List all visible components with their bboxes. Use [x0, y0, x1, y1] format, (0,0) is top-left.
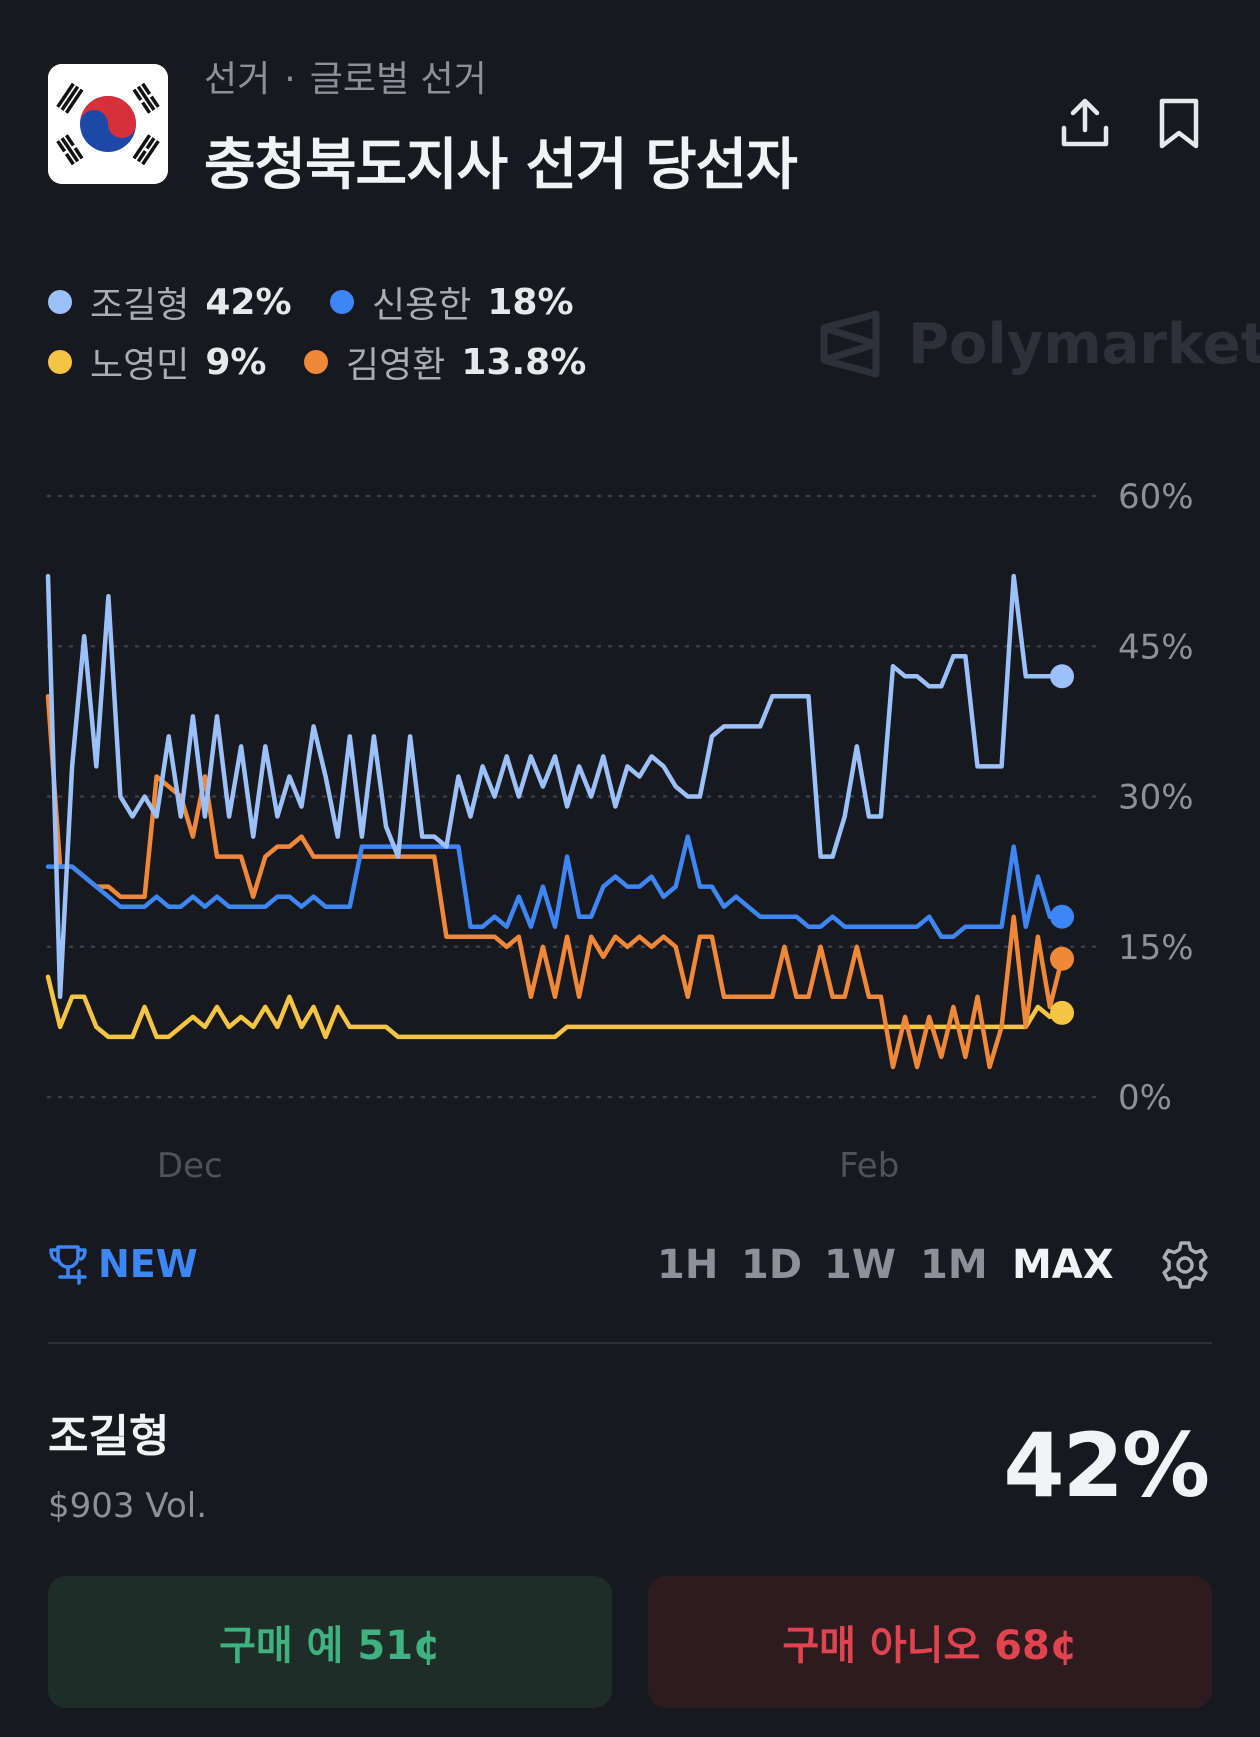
chart-settings-button[interactable]	[1160, 1240, 1210, 1290]
polymarket-logo-icon	[820, 310, 880, 378]
bookmark-button[interactable]	[1154, 96, 1204, 152]
korea-flag-icon	[48, 64, 168, 184]
legend-name: 노영민	[90, 345, 190, 386]
legend-value: 18%	[487, 281, 574, 323]
timeframe-max[interactable]: MAX	[1012, 1242, 1114, 1288]
buy-yes-button[interactable]: 구매 예 51¢	[48, 1576, 612, 1708]
trophy-icon	[49, 1245, 87, 1285]
page-title: 충청북도지사 선거 당선자	[204, 133, 798, 198]
x-axis: Dec Feb	[157, 1146, 899, 1186]
legend-item: 신용한 18%	[330, 276, 574, 328]
chart-end-markers	[1050, 664, 1074, 1025]
y-tick-label: 60%	[1118, 477, 1194, 517]
breadcrumb: 선거 · 글로벌 선거	[204, 50, 487, 102]
share-button[interactable]	[1058, 96, 1112, 152]
y-axis: 60% 45% 30% 15% 0%	[1118, 477, 1194, 1118]
legend-name: 신용한	[372, 285, 472, 326]
y-tick-label: 30%	[1118, 778, 1194, 818]
price-chart[interactable]: 60% 45% 30% 15% 0% Dec Feb	[0, 440, 1260, 1200]
legend-name: 김영환	[346, 345, 446, 386]
timeframe-1w[interactable]: 1W	[824, 1242, 896, 1288]
legend-item: 김영환 13.8%	[304, 336, 586, 388]
legend-dot	[330, 290, 354, 314]
breadcrumb-item[interactable]: 선거	[204, 59, 271, 100]
legend-name: 조길형	[90, 285, 190, 326]
legend-value: 9%	[205, 341, 267, 383]
legend-dot	[48, 350, 72, 374]
series-end-marker	[1050, 664, 1074, 689]
breadcrumb-item[interactable]: 글로벌 선거	[309, 59, 487, 100]
gear-icon	[1162, 1241, 1208, 1289]
x-tick-label: Dec	[157, 1146, 223, 1186]
x-tick-label: Feb	[839, 1146, 899, 1186]
divider	[48, 1342, 1212, 1344]
timeframe-1d[interactable]: 1D	[741, 1242, 803, 1288]
series-end-marker	[1050, 1000, 1074, 1025]
new-badge[interactable]: NEW	[48, 1242, 198, 1286]
chart-series	[45, 573, 1065, 1070]
y-tick-label: 0%	[1118, 1078, 1172, 1118]
legend-item: 조길형 42%	[48, 276, 292, 328]
series-line-2	[45, 834, 1065, 939]
legend-value: 13.8%	[461, 341, 587, 383]
timeframe-1h[interactable]: 1H	[657, 1242, 719, 1288]
legend-dot	[48, 290, 72, 314]
y-tick-label: 15%	[1118, 928, 1194, 968]
y-tick-label: 45%	[1118, 627, 1194, 667]
watermark-text: Polymarket	[908, 311, 1260, 377]
outcome-name: 조길형	[48, 1411, 170, 1462]
legend-value: 42%	[205, 281, 292, 323]
breadcrumb-separator: ·	[284, 59, 296, 100]
series-line-3	[45, 974, 1065, 1040]
timeframe-1m[interactable]: 1M	[920, 1242, 988, 1288]
bookmark-icon	[1159, 98, 1199, 149]
outcome-volume: $903 Vol.	[48, 1486, 208, 1526]
buy-no-button[interactable]: 구매 아니오 68¢	[648, 1576, 1212, 1708]
polymarket-watermark: Polymarket	[818, 308, 1260, 380]
series-end-marker	[1050, 946, 1074, 971]
outcome-percent: 42%	[1003, 1414, 1210, 1517]
share-icon	[1061, 98, 1109, 147]
legend-dot	[304, 350, 328, 374]
series-line-4	[45, 694, 1065, 1070]
series-end-marker	[1050, 904, 1074, 929]
series-line-1	[45, 573, 1065, 1000]
legend-item: 노영민 9%	[48, 336, 267, 388]
new-label: NEW	[98, 1242, 198, 1286]
